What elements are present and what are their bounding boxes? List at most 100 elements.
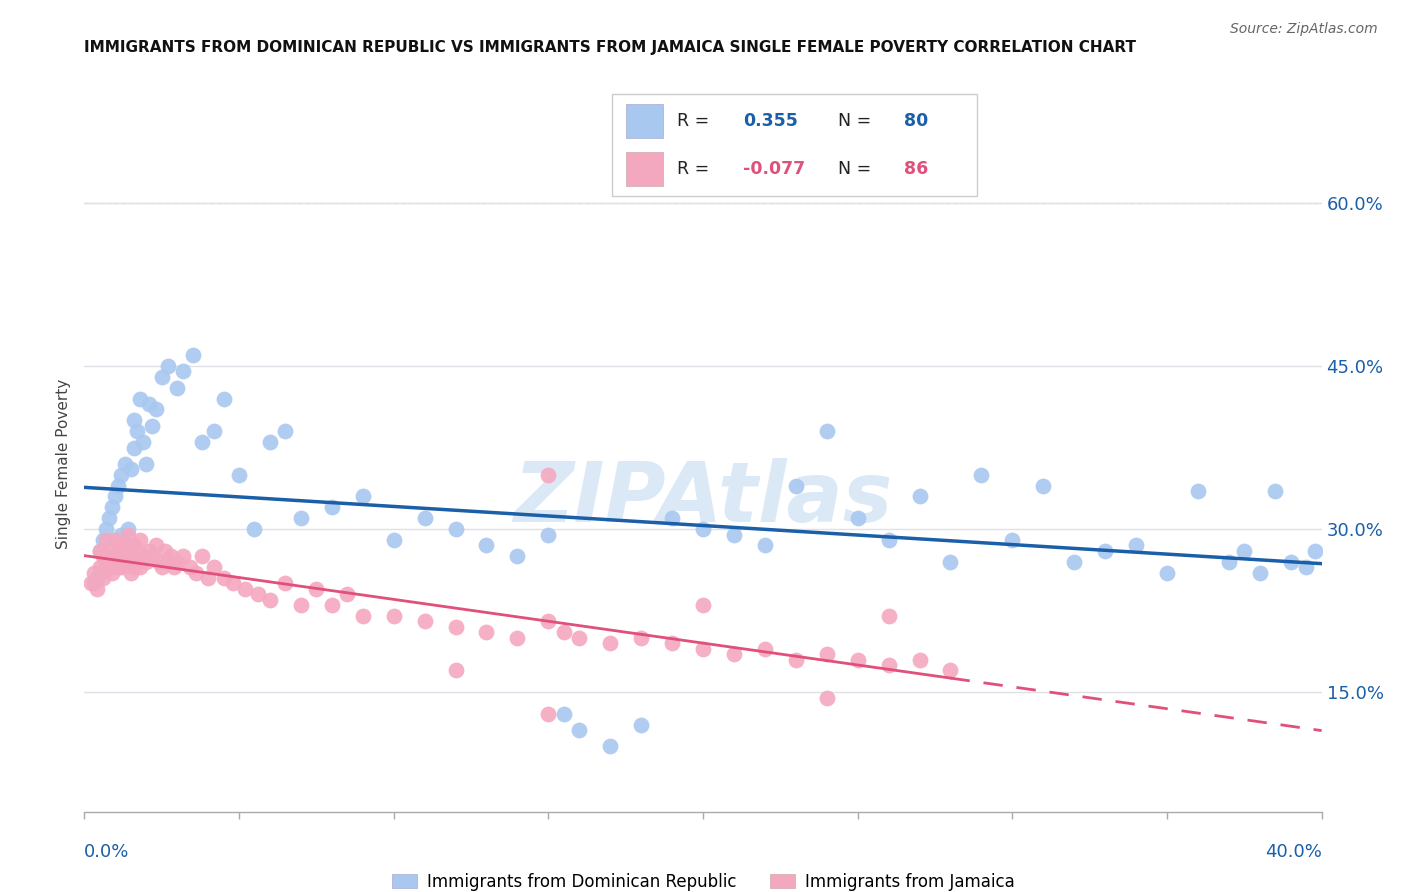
Point <box>382 609 405 624</box>
Text: IMMIGRANTS FROM DOMINICAN REPUBLIC VS IMMIGRANTS FROM JAMAICA SINGLE FEMALE POVE: IMMIGRANTS FROM DOMINICAN REPUBLIC VS IM… <box>84 40 1136 55</box>
Text: ZIPAtlas: ZIPAtlas <box>513 458 893 539</box>
Point <box>114 457 136 471</box>
Point <box>475 538 498 552</box>
Text: N =: N = <box>838 112 872 130</box>
Point <box>148 555 170 569</box>
Point <box>132 549 155 564</box>
Point <box>321 500 343 515</box>
Point <box>537 615 560 629</box>
Point <box>101 555 124 569</box>
Point <box>553 706 575 721</box>
Point <box>89 560 111 574</box>
Point <box>89 566 111 580</box>
Point <box>939 664 962 678</box>
Point <box>101 549 124 564</box>
Point <box>104 533 127 547</box>
Point <box>212 571 235 585</box>
Point <box>599 739 621 754</box>
Point <box>202 560 225 574</box>
Point <box>1295 560 1317 574</box>
Point <box>506 549 529 564</box>
Point <box>166 381 188 395</box>
Point <box>101 500 124 515</box>
Point <box>135 457 157 471</box>
Point <box>145 402 167 417</box>
Point <box>117 522 139 536</box>
Point <box>1125 538 1147 552</box>
Point <box>1001 533 1024 547</box>
Point <box>815 690 838 705</box>
Point <box>382 533 405 547</box>
Point <box>141 549 163 564</box>
Point <box>537 467 560 482</box>
Point <box>553 625 575 640</box>
Point <box>939 555 962 569</box>
Point <box>191 549 214 564</box>
Point <box>107 538 129 552</box>
Point <box>243 522 266 536</box>
Text: 86: 86 <box>904 160 928 178</box>
Point <box>156 555 179 569</box>
Point <box>110 549 132 564</box>
Point <box>815 647 838 661</box>
Point <box>163 560 186 574</box>
Point <box>135 555 157 569</box>
Point <box>630 631 652 645</box>
Point <box>785 652 807 666</box>
Point <box>104 560 127 574</box>
Point <box>274 576 297 591</box>
Legend: Immigrants from Dominican Republic, Immigrants from Jamaica: Immigrants from Dominican Republic, Immi… <box>385 866 1021 892</box>
Point <box>1094 543 1116 558</box>
Point <box>110 560 132 574</box>
Point <box>877 609 900 624</box>
Point <box>846 652 869 666</box>
Point <box>107 538 129 552</box>
Point <box>754 641 776 656</box>
Point <box>110 527 132 541</box>
Point <box>110 467 132 482</box>
Point <box>630 717 652 731</box>
Point <box>166 555 188 569</box>
Point <box>290 511 312 525</box>
Point <box>1264 483 1286 498</box>
Point <box>181 348 204 362</box>
Point <box>156 359 179 373</box>
Point <box>233 582 256 596</box>
Point <box>94 560 117 574</box>
Y-axis label: Single Female Poverty: Single Female Poverty <box>56 379 72 549</box>
Point <box>568 723 591 738</box>
Point <box>91 549 114 564</box>
Point <box>94 533 117 547</box>
Point <box>107 560 129 574</box>
Point <box>1032 478 1054 492</box>
Point <box>908 490 931 504</box>
FancyBboxPatch shape <box>626 104 662 137</box>
Point <box>228 467 250 482</box>
Point <box>89 543 111 558</box>
Point <box>1249 566 1271 580</box>
FancyBboxPatch shape <box>612 94 977 196</box>
Point <box>785 478 807 492</box>
Text: 80: 80 <box>904 112 928 130</box>
Text: 0.0%: 0.0% <box>84 843 129 861</box>
Point <box>114 555 136 569</box>
Point <box>274 424 297 438</box>
Point <box>222 576 245 591</box>
Point <box>94 555 117 569</box>
Point <box>815 424 838 438</box>
Text: Source: ZipAtlas.com: Source: ZipAtlas.com <box>1230 22 1378 37</box>
Point <box>723 647 745 661</box>
Point <box>191 435 214 450</box>
Text: 0.355: 0.355 <box>744 112 799 130</box>
Point <box>259 592 281 607</box>
Point <box>172 549 194 564</box>
Point <box>877 657 900 672</box>
Point <box>125 424 148 438</box>
Point <box>125 549 148 564</box>
Point <box>197 571 219 585</box>
Point <box>98 560 121 574</box>
Text: R =: R = <box>678 112 710 130</box>
Point <box>537 527 560 541</box>
Point <box>104 549 127 564</box>
Point <box>117 527 139 541</box>
